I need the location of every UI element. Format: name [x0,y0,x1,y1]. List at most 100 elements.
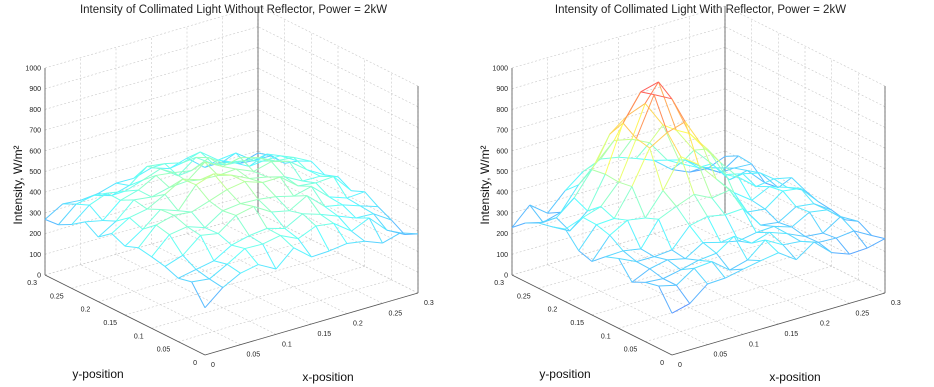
mesh-segment [346,191,365,199]
mesh-segment [564,171,584,191]
mesh-segment [280,155,294,158]
mesh-segment [302,213,321,215]
mesh-segment [258,264,277,270]
mesh-segment [346,197,361,207]
mesh-segment [800,188,819,203]
mesh-segment [75,194,95,205]
mesh-segment [248,153,268,167]
mesh-segment [729,189,744,209]
mesh-segment [275,196,290,212]
mesh-segment [320,213,339,217]
mesh-segment [249,176,268,180]
mesh-segment [289,210,303,215]
mesh-segment [222,152,237,163]
mesh-segment [218,159,232,163]
mesh-segment [529,204,548,214]
mesh-segment [208,157,223,167]
mesh-segment [249,227,268,237]
y-tick-label: 0.05 [624,347,638,354]
mesh-segment [782,244,797,261]
mesh-segment [329,196,347,199]
z-tick-label: 400 [29,190,41,197]
mesh-segment [769,231,788,235]
mesh-segment [128,166,148,186]
mesh-segment [222,272,241,288]
mesh-segment [222,166,237,170]
mesh-segment [186,161,206,182]
mesh-segment [133,167,152,179]
grid-line [724,192,886,273]
mesh-segment [164,266,179,279]
surface-plot: 00.050.10.150.20.250.300.050.10.150.20.2… [11,5,434,384]
mesh-segment [248,160,263,167]
grid-line [511,212,726,276]
mesh-segment [791,211,810,228]
mesh-segment [733,167,748,171]
mesh-segment [698,164,717,180]
mesh-segment [689,215,708,227]
axis-lines [511,6,886,356]
mesh-segment [182,254,197,270]
mesh-segment [279,176,295,197]
mesh-segment [675,129,695,151]
mesh-segment [129,217,144,230]
mesh-segment [71,221,86,226]
mesh-segment [262,182,277,197]
grid-line [178,279,392,342]
z-axis-label: Intensity, W/m² [11,145,25,224]
mesh-segment [738,176,757,187]
grid-line [724,129,886,211]
mesh-segment [160,168,174,174]
grid-line [724,47,886,128]
mesh-segment [773,177,792,180]
mesh-segment [324,204,343,207]
mesh-segment [857,221,873,236]
surface-mesh [511,81,886,314]
x-tick-label: 0.15 [318,331,332,338]
mesh-segment [315,176,334,184]
mesh-segment [288,160,308,171]
z-tick-label: 500 [496,169,508,176]
grid-line [511,192,726,255]
mesh-segment [244,160,263,162]
mesh-segment [293,156,312,162]
z-tick-label: 0 [504,273,508,280]
mesh-segment [306,169,325,176]
mesh-segment [253,206,268,229]
mesh-segment [209,189,228,202]
mesh-segment [658,219,673,251]
x-tick-label: 0 [211,362,215,369]
mesh-segment [706,216,722,243]
mesh-segment [169,180,188,188]
mesh-segment [324,206,339,217]
mesh-segment [382,232,401,244]
axis-line [44,274,206,356]
mesh-segment [738,155,752,165]
mesh-segment [676,267,695,286]
mesh-segment [747,169,761,174]
mesh-segment [390,219,406,235]
mesh-segment [764,190,784,210]
mesh-segment [111,185,130,197]
mesh-segment [280,176,299,187]
mesh-segment [689,225,704,243]
mesh-segment [791,177,806,191]
mesh-segment [840,216,855,232]
mesh-segment [751,199,766,210]
mesh-segment [400,232,419,235]
mesh-segment [164,162,183,165]
x-tick-label: 0.25 [856,310,870,317]
mesh-segment [782,187,801,192]
mesh-segment [653,249,673,258]
y-tick-label: 0.25 [517,293,531,300]
mesh-segment [729,268,744,271]
mesh-segment [177,184,197,211]
z-tick-label: 1000 [25,66,41,73]
mesh-segment [698,164,713,199]
mesh-segment [711,261,730,271]
mesh-segment [636,157,655,161]
mesh-segment [373,213,392,221]
mesh-segment [142,168,161,181]
mesh-segment [631,103,646,140]
mesh-segment [671,225,691,251]
